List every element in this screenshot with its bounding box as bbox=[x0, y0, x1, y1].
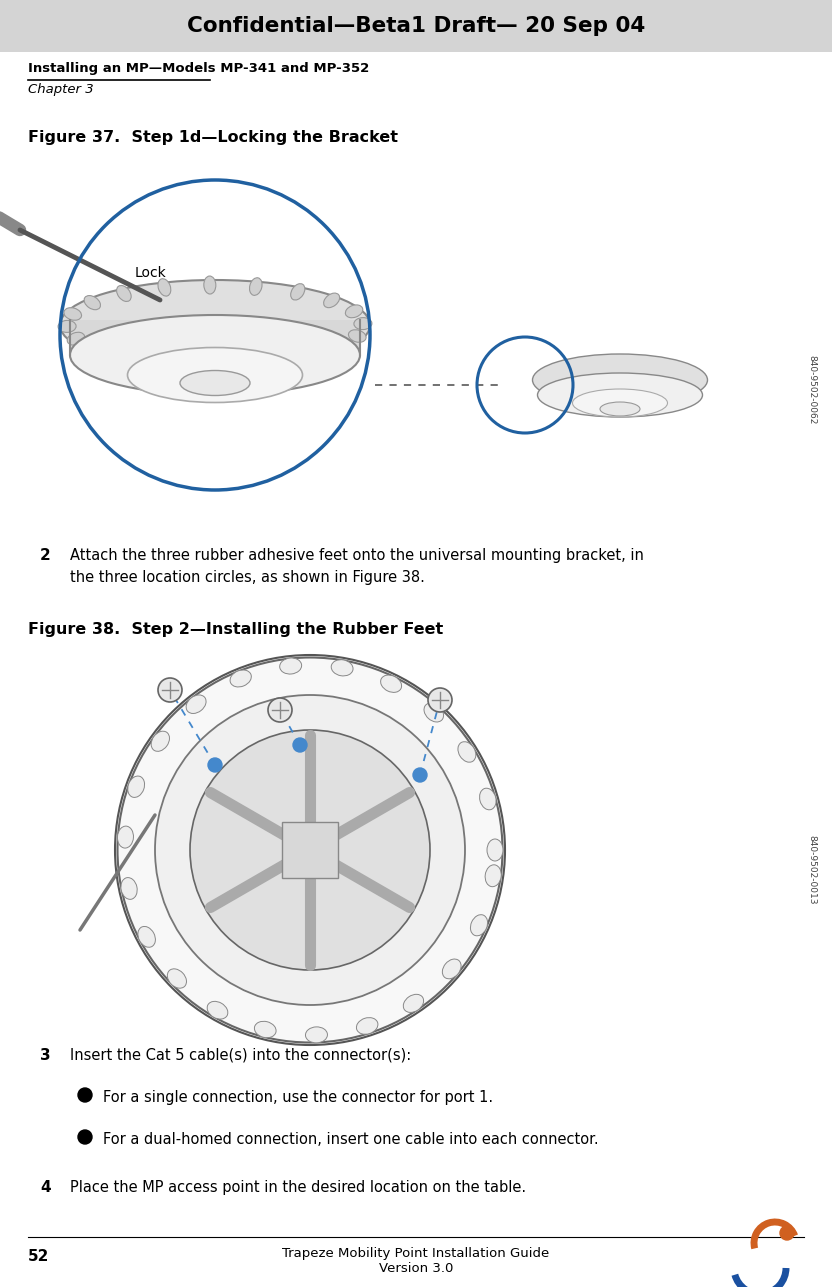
Circle shape bbox=[158, 678, 182, 701]
Text: Attach the three rubber adhesive feet onto the universal mounting bracket, in: Attach the three rubber adhesive feet on… bbox=[70, 548, 644, 562]
Ellipse shape bbox=[572, 389, 667, 417]
Ellipse shape bbox=[470, 915, 488, 936]
Ellipse shape bbox=[58, 320, 76, 332]
Text: For a single connection, use the connector for port 1.: For a single connection, use the connect… bbox=[103, 1090, 493, 1106]
Text: For a dual-homed connection, insert one cable into each connector.: For a dual-homed connection, insert one … bbox=[103, 1133, 599, 1147]
Ellipse shape bbox=[345, 305, 363, 318]
Ellipse shape bbox=[138, 927, 156, 947]
Ellipse shape bbox=[443, 959, 461, 979]
Text: Confidential—Beta1 Draft— 20 Sep 04: Confidential—Beta1 Draft— 20 Sep 04 bbox=[187, 15, 645, 36]
Circle shape bbox=[268, 698, 292, 722]
Ellipse shape bbox=[255, 1022, 276, 1037]
Text: Figure 37.  Step 1d—Locking the Bracket: Figure 37. Step 1d—Locking the Bracket bbox=[28, 130, 398, 145]
Circle shape bbox=[780, 1227, 794, 1239]
Ellipse shape bbox=[167, 969, 186, 988]
Circle shape bbox=[155, 695, 465, 1005]
Text: 840-9502-0013: 840-9502-0013 bbox=[808, 835, 816, 905]
Ellipse shape bbox=[64, 308, 82, 320]
Ellipse shape bbox=[487, 839, 503, 861]
Ellipse shape bbox=[356, 1018, 378, 1035]
Ellipse shape bbox=[324, 293, 339, 308]
Ellipse shape bbox=[91, 342, 106, 356]
Circle shape bbox=[190, 730, 430, 970]
Ellipse shape bbox=[600, 402, 640, 416]
Text: Chapter 3: Chapter 3 bbox=[28, 82, 94, 97]
Ellipse shape bbox=[424, 703, 443, 722]
Circle shape bbox=[208, 758, 222, 772]
Ellipse shape bbox=[207, 1001, 228, 1019]
Text: Lock: Lock bbox=[135, 266, 166, 281]
Ellipse shape bbox=[250, 278, 262, 295]
Ellipse shape bbox=[151, 731, 170, 752]
Bar bbox=[282, 822, 338, 878]
Circle shape bbox=[78, 1130, 92, 1144]
Ellipse shape bbox=[537, 373, 702, 417]
Ellipse shape bbox=[230, 671, 251, 687]
Ellipse shape bbox=[305, 1027, 328, 1042]
Ellipse shape bbox=[349, 329, 366, 342]
Ellipse shape bbox=[158, 279, 171, 296]
Circle shape bbox=[293, 737, 307, 752]
Ellipse shape bbox=[84, 296, 101, 310]
Bar bbox=[70, 320, 360, 355]
Ellipse shape bbox=[290, 283, 305, 300]
Text: Figure 38.  Step 2—Installing the Rubber Feet: Figure 38. Step 2—Installing the Rubber … bbox=[28, 622, 443, 637]
Ellipse shape bbox=[479, 788, 496, 810]
Ellipse shape bbox=[186, 695, 206, 713]
Circle shape bbox=[428, 689, 452, 712]
Ellipse shape bbox=[299, 349, 314, 364]
Text: 52: 52 bbox=[28, 1248, 49, 1264]
Ellipse shape bbox=[128, 776, 145, 798]
Text: Installing an MP—Models MP-341 and MP-352: Installing an MP—Models MP-341 and MP-35… bbox=[28, 62, 369, 75]
Circle shape bbox=[413, 768, 427, 782]
Ellipse shape bbox=[67, 332, 85, 345]
Ellipse shape bbox=[532, 354, 707, 405]
Ellipse shape bbox=[458, 741, 476, 762]
Ellipse shape bbox=[380, 676, 402, 692]
Text: the three location circles, as shown in Figure 38.: the three location circles, as shown in … bbox=[70, 570, 425, 586]
Ellipse shape bbox=[329, 340, 346, 354]
Ellipse shape bbox=[485, 865, 501, 887]
Ellipse shape bbox=[127, 347, 303, 403]
Text: 840-9502-0062: 840-9502-0062 bbox=[808, 355, 816, 425]
Ellipse shape bbox=[125, 350, 139, 367]
Circle shape bbox=[78, 1088, 92, 1102]
Text: Trapeze Mobility Point Installation Guide
Version 3.0: Trapeze Mobility Point Installation Guid… bbox=[282, 1247, 550, 1275]
Ellipse shape bbox=[116, 286, 131, 301]
Ellipse shape bbox=[354, 318, 372, 329]
Text: Insert the Cat 5 cable(s) into the connector(s):: Insert the Cat 5 cable(s) into the conne… bbox=[70, 1048, 411, 1063]
Ellipse shape bbox=[60, 281, 370, 369]
Ellipse shape bbox=[180, 371, 250, 395]
Bar bbox=[0, 0, 832, 51]
Ellipse shape bbox=[70, 315, 360, 395]
Ellipse shape bbox=[280, 658, 302, 674]
Ellipse shape bbox=[331, 660, 353, 676]
Text: 4: 4 bbox=[40, 1180, 51, 1196]
Ellipse shape bbox=[260, 354, 272, 371]
Ellipse shape bbox=[204, 275, 215, 293]
Text: Place the MP access point in the desired location on the table.: Place the MP access point in the desired… bbox=[70, 1180, 526, 1196]
Ellipse shape bbox=[404, 995, 423, 1013]
Text: 2: 2 bbox=[40, 548, 51, 562]
Text: 3: 3 bbox=[40, 1048, 51, 1063]
Ellipse shape bbox=[121, 878, 137, 900]
Ellipse shape bbox=[117, 658, 503, 1042]
Ellipse shape bbox=[117, 826, 133, 848]
